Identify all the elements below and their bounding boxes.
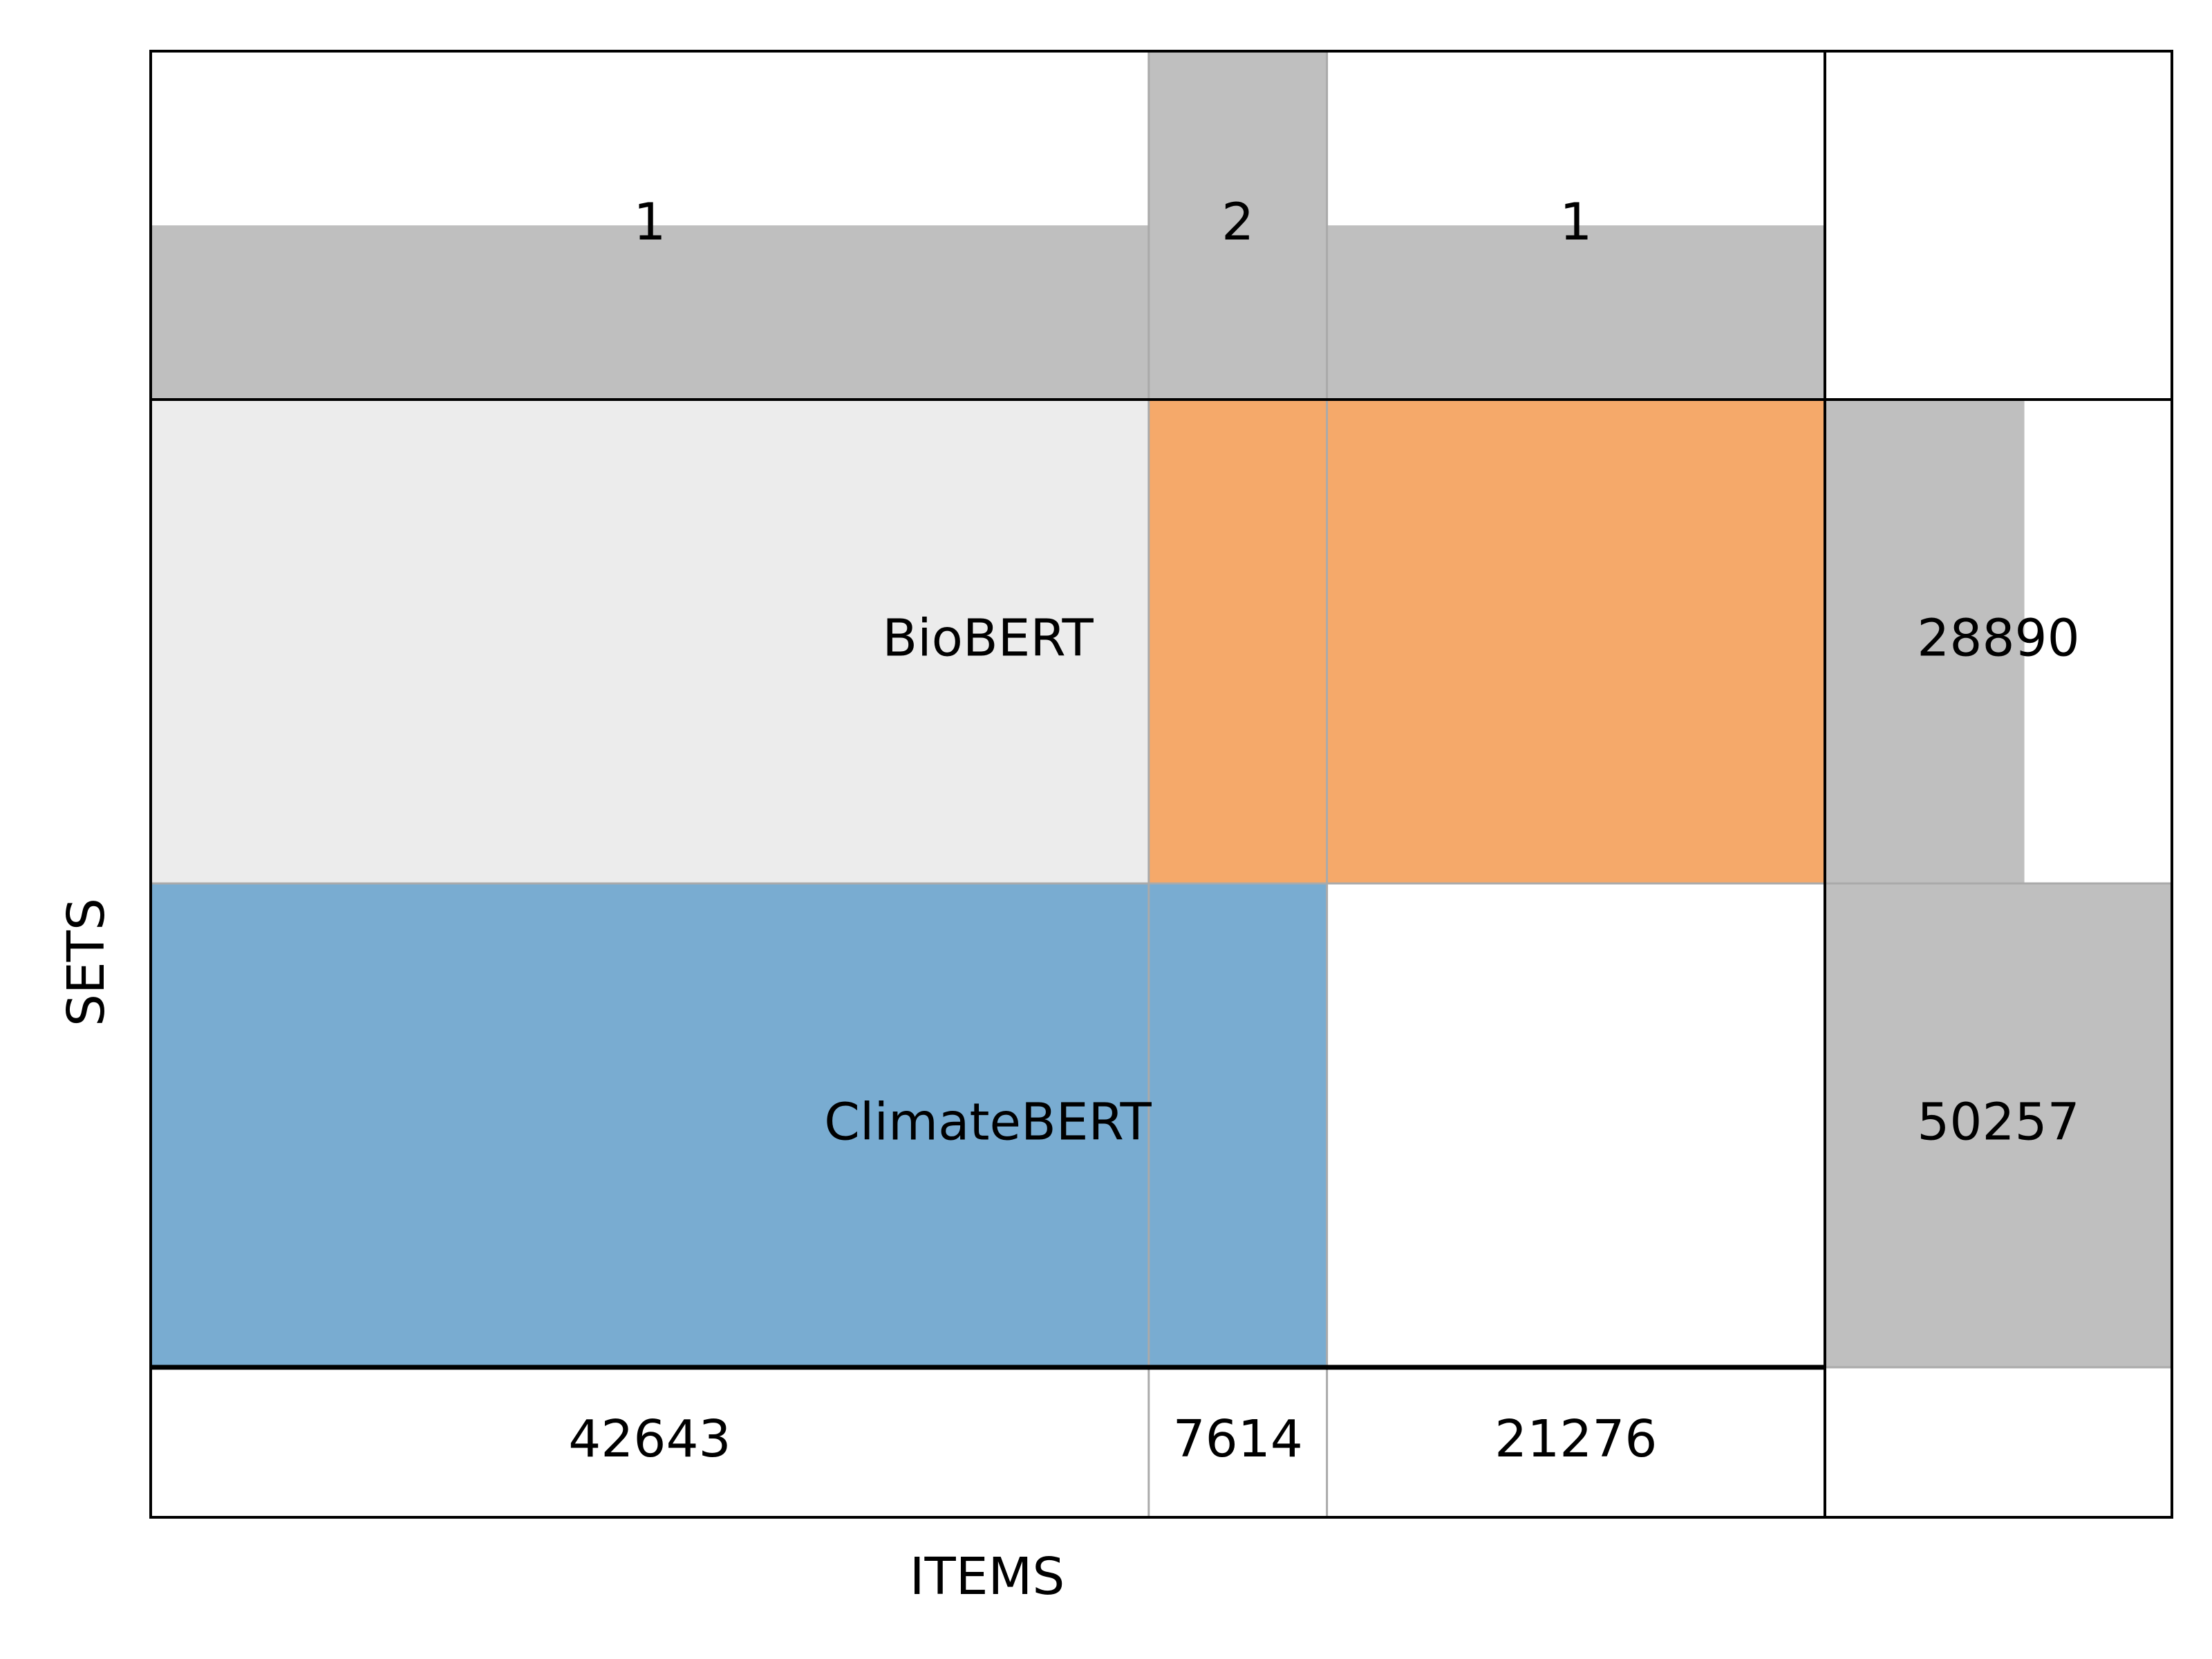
set-size-bar-climatebert (1825, 883, 2172, 1367)
x-axis-label: ITEMS (910, 1547, 1065, 1606)
degree-label-col2: 1 (1559, 193, 1592, 252)
panel-frames (149, 50, 2173, 1519)
set-name-biobert: BioBERT (882, 609, 1094, 668)
set-size-label-biobert: 28890 (1917, 609, 2079, 668)
matrix-cell-biobert-col1 (1148, 400, 1327, 883)
degree-bar-col2 (1327, 225, 1825, 400)
count-label-col1: 7614 (1173, 1409, 1303, 1469)
set-label-band-biobert (151, 400, 1149, 883)
degree-label-col1: 2 (1221, 193, 1254, 252)
outer-frame (149, 50, 2173, 1519)
set-size-label-climatebert: 50257 (1917, 1093, 2079, 1152)
y-axis-label: SETS (57, 898, 116, 1027)
matrix-cells (151, 400, 1825, 1367)
matrix-cell-climatebert-col1 (1148, 883, 1327, 1367)
degree-bar-col1 (1148, 51, 1327, 400)
degree-bar-col0 (151, 225, 1149, 400)
count-label-col2: 21276 (1494, 1409, 1657, 1469)
grid-lines (151, 51, 2172, 1517)
matrix-cell-biobert-col2 (1327, 400, 1825, 883)
labels-layer: 1 42643 2 7614 1 21276 BioBERT 28890 ClimateBERT… (568, 193, 2079, 1470)
degree-label-col0: 1 (633, 193, 666, 252)
set-name-climatebert: ClimateBERT (824, 1093, 1152, 1152)
bars-layer (151, 51, 2172, 1367)
matrix-cell-climatebert-col0 (151, 883, 1149, 1367)
count-label-col0: 42643 (568, 1409, 731, 1469)
set-size-bar-biobert (1825, 400, 2025, 883)
